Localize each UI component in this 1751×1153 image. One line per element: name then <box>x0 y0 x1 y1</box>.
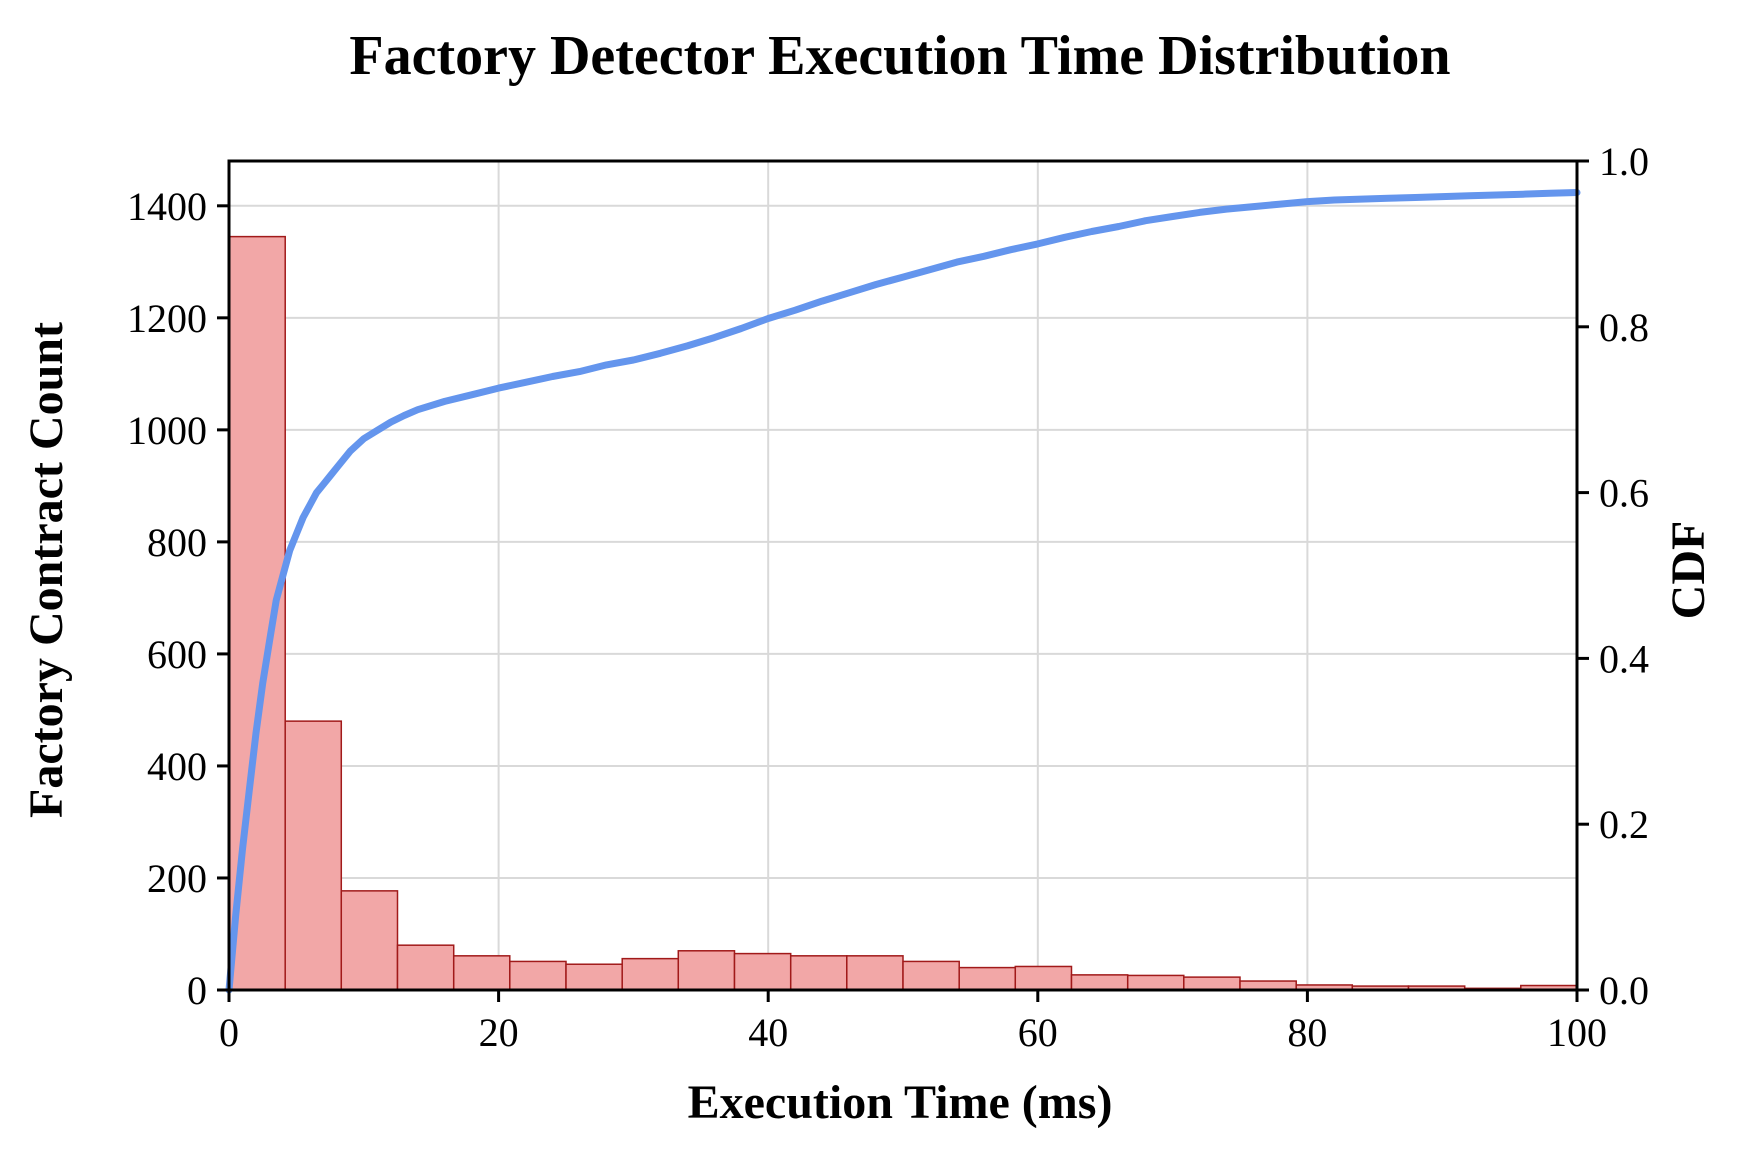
y2-axis-label: CDF <box>1662 521 1715 620</box>
y-tick-label: 600 <box>147 632 207 677</box>
histogram-bar <box>621 957 680 991</box>
grid-layer <box>229 161 1577 990</box>
chart-title: Factory Detector Execution Time Distribu… <box>349 25 1450 87</box>
histogram-bar <box>509 960 567 991</box>
y2-tick-label: 0.2 <box>1599 802 1649 847</box>
y-tick-label: 1200 <box>127 296 207 341</box>
x-tick-label: 20 <box>479 1010 519 1055</box>
histogram-bar <box>284 720 343 991</box>
y-tick-label: 200 <box>147 856 207 901</box>
y-tick-label: 1400 <box>127 184 207 229</box>
y-tick-label: 0 <box>187 968 207 1013</box>
y2-tick-label: 0.6 <box>1599 471 1649 516</box>
x-tick-label: 80 <box>1287 1010 1327 1055</box>
x-tick-label: 0 <box>219 1010 239 1055</box>
y2-tick-label: 1.0 <box>1599 139 1649 184</box>
y2-tick-label: 0.4 <box>1599 636 1649 681</box>
histogram-bar <box>958 966 1017 991</box>
cdf-line-layer <box>225 189 1581 994</box>
histogram-bar <box>1070 974 1129 991</box>
plot-frame <box>227 159 1579 992</box>
y2-tick-label: 0.0 <box>1599 968 1649 1013</box>
ticks: 0 20 40 60 80 10002004006008001000120014000.0… <box>127 139 1649 1055</box>
histogram-bar <box>1183 976 1241 991</box>
histogram-bar <box>565 963 623 991</box>
y-tick-label: 800 <box>147 520 207 565</box>
y2-tick-label: 0.8 <box>1599 305 1649 350</box>
histogram-bar <box>452 955 511 991</box>
histogram-bar <box>340 890 399 991</box>
x-axis-label: Execution Time (ms) <box>688 1076 1113 1129</box>
histogram-bar <box>846 955 904 991</box>
y-axis-label: Factory Contract Count <box>20 322 73 818</box>
x-tick-label: 100 <box>1547 1010 1607 1055</box>
axes <box>227 159 1579 992</box>
histogram-bar <box>1014 965 1073 991</box>
x-tick-label: 60 <box>1018 1010 1058 1055</box>
cdf-line <box>225 189 1581 994</box>
histogram-bar <box>396 944 455 991</box>
y-tick-label: 1000 <box>127 408 207 453</box>
histogram-bar <box>733 952 792 991</box>
y-tick-label: 400 <box>147 744 207 789</box>
histogram-bar <box>677 950 736 991</box>
histogram-bar <box>789 955 848 991</box>
histogram-bar <box>1126 974 1185 991</box>
x-tick-label: 40 <box>748 1010 788 1055</box>
histogram-bar <box>902 960 960 991</box>
